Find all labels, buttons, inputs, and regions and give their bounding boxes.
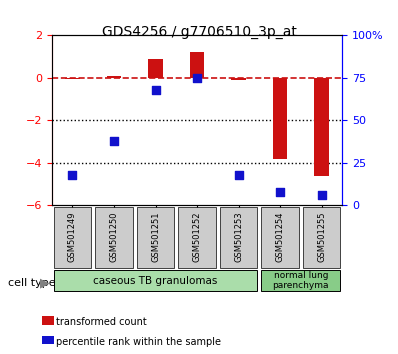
Bar xyxy=(231,78,246,80)
Text: caseous TB granulomas: caseous TB granulomas xyxy=(93,275,218,286)
FancyBboxPatch shape xyxy=(220,207,257,268)
Text: GSM501253: GSM501253 xyxy=(234,212,243,263)
Bar xyxy=(107,76,121,78)
Point xyxy=(235,172,242,178)
Text: GDS4256 / g7706510_3p_at: GDS4256 / g7706510_3p_at xyxy=(101,25,297,39)
Text: GSM501252: GSM501252 xyxy=(193,212,201,262)
Text: percentile rank within the sample: percentile rank within the sample xyxy=(56,337,221,347)
Point xyxy=(69,172,76,178)
Bar xyxy=(190,52,204,78)
Text: GSM501250: GSM501250 xyxy=(109,212,119,262)
Point xyxy=(152,87,159,93)
FancyBboxPatch shape xyxy=(261,207,298,268)
Text: GSM501255: GSM501255 xyxy=(317,212,326,262)
Bar xyxy=(273,78,287,159)
Text: GSM501254: GSM501254 xyxy=(275,212,285,262)
Point xyxy=(194,75,200,81)
Text: ▶: ▶ xyxy=(40,277,49,290)
Bar xyxy=(314,78,329,176)
Point xyxy=(277,189,283,195)
Text: cell type: cell type xyxy=(8,278,56,288)
Text: GSM501249: GSM501249 xyxy=(68,212,77,262)
FancyBboxPatch shape xyxy=(137,207,174,268)
FancyBboxPatch shape xyxy=(95,207,133,268)
Bar xyxy=(65,78,80,79)
Text: transformed count: transformed count xyxy=(56,317,146,327)
Text: GSM501251: GSM501251 xyxy=(151,212,160,262)
Bar xyxy=(148,59,163,78)
FancyBboxPatch shape xyxy=(261,270,340,291)
FancyBboxPatch shape xyxy=(303,207,340,268)
Point xyxy=(111,138,117,144)
FancyBboxPatch shape xyxy=(54,207,91,268)
FancyBboxPatch shape xyxy=(178,207,216,268)
Text: normal lung
parenchyma: normal lung parenchyma xyxy=(273,271,329,290)
Point xyxy=(318,192,325,198)
FancyBboxPatch shape xyxy=(54,270,257,291)
